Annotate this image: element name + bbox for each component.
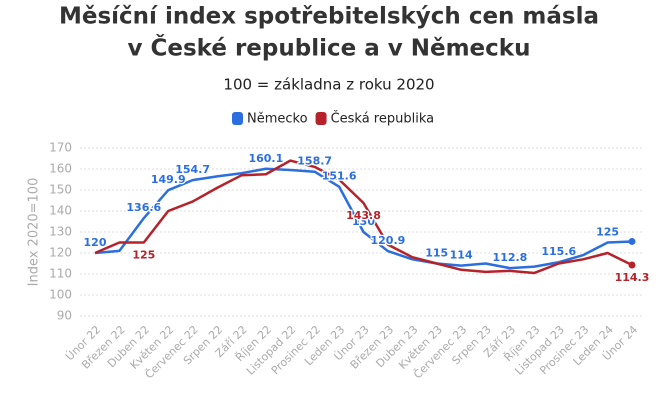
data-label: 112.8 bbox=[493, 251, 528, 264]
legend-label: Česká republika bbox=[331, 111, 435, 127]
chart-title: Měsíční index spotřebitelských cen másla bbox=[59, 4, 599, 30]
data-label: 120 bbox=[84, 236, 107, 249]
data-label: 158.7 bbox=[297, 155, 332, 168]
data-label: 115 bbox=[425, 247, 448, 260]
data-label: 114.3 bbox=[615, 271, 650, 284]
data-label: 151.6 bbox=[322, 170, 357, 183]
data-label: 115.6 bbox=[541, 245, 576, 258]
data-label: 114 bbox=[450, 249, 473, 262]
data-label: 154.7 bbox=[175, 163, 210, 176]
chart-subtitle: 100 = základna z roku 2020 bbox=[223, 76, 434, 94]
y-tick-label: 130 bbox=[49, 225, 72, 239]
end-dot bbox=[628, 261, 636, 269]
y-tick-label: 120 bbox=[49, 246, 72, 260]
y-tick-label: 170 bbox=[49, 141, 72, 155]
data-label: 149.9 bbox=[151, 173, 186, 186]
legend-swatch bbox=[315, 112, 327, 125]
data-label: 130 bbox=[352, 215, 375, 228]
legend-swatch bbox=[232, 112, 243, 125]
y-axis-label: Index 2020=100 bbox=[27, 178, 42, 287]
series-line bbox=[94, 167, 633, 270]
legend-label: Německo bbox=[247, 112, 308, 127]
data-label: 125 bbox=[132, 249, 155, 262]
data-label: 160.1 bbox=[248, 152, 283, 165]
y-tick-label: 160 bbox=[49, 162, 72, 176]
data-label: 136.6 bbox=[126, 201, 161, 214]
y-tick-label: 140 bbox=[49, 204, 72, 218]
series-line bbox=[94, 159, 633, 275]
end-dot bbox=[628, 237, 636, 245]
y-tick-label: 110 bbox=[49, 267, 72, 281]
y-tick-label: 100 bbox=[49, 288, 72, 302]
y-tick-label: 150 bbox=[49, 183, 72, 197]
data-label: 125 bbox=[596, 226, 619, 239]
data-label: 143.8 bbox=[346, 209, 381, 222]
y-tick-label: 90 bbox=[57, 309, 72, 323]
chart-title: v České republice a v Německu bbox=[128, 34, 531, 62]
data-label: 120.9 bbox=[371, 234, 406, 247]
